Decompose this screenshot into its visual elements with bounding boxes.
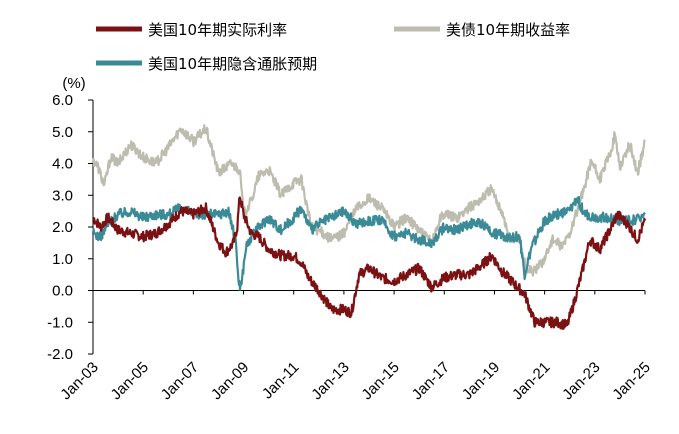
y-tick-label: 3.0 xyxy=(52,187,73,204)
y-tick-label: -2.0 xyxy=(47,346,73,363)
y-tick-label: 4.0 xyxy=(52,156,73,173)
series-line xyxy=(92,196,647,330)
legend-label: 美国10年期隐含通胀预期 xyxy=(148,55,317,73)
x-tick-label: Jan-07 xyxy=(158,359,202,403)
x-tick-label: Jan-11 xyxy=(259,359,303,403)
x-tick-label: Jan-17 xyxy=(409,359,453,403)
x-tick-label: Jan-21 xyxy=(509,359,553,403)
x-tick-label: Jan-25 xyxy=(609,359,653,403)
legend-label: 美债10年期收益率 xyxy=(446,21,570,39)
series-layer xyxy=(91,124,647,330)
series-line xyxy=(91,124,646,277)
y-tick-label: 6.0 xyxy=(52,92,73,109)
x-tick-label: Jan-23 xyxy=(559,359,603,403)
x-tick-label: Jan-19 xyxy=(459,359,503,403)
x-axis: Jan-03 Jan-05 Jan-07 Jan-09 Jan-11 Jan-13 Jan-… xyxy=(57,290,654,403)
x-tick-label: Jan-03 xyxy=(57,359,101,403)
y-axis: 6.0 5.0 4.0 3.0 2.0 1.0 0.0 -1.0 -2.0 xyxy=(47,92,94,363)
x-tick-label: Jan-15 xyxy=(358,359,402,403)
y-tick-label: 5.0 xyxy=(52,124,73,141)
x-tick-label: Jan-05 xyxy=(108,359,152,403)
legend-label: 美国10年期实际利率 xyxy=(148,21,287,39)
x-tick-label: Jan-13 xyxy=(308,359,352,403)
y-tick-label: -1.0 xyxy=(47,314,73,331)
y-tick-label: 1.0 xyxy=(52,251,73,268)
y-tick-label: 2.0 xyxy=(52,219,73,236)
y-tick-label: 0.0 xyxy=(52,283,73,300)
x-tick-label: Jan-09 xyxy=(208,359,252,403)
y-axis-unit-label: (%) xyxy=(62,75,85,92)
